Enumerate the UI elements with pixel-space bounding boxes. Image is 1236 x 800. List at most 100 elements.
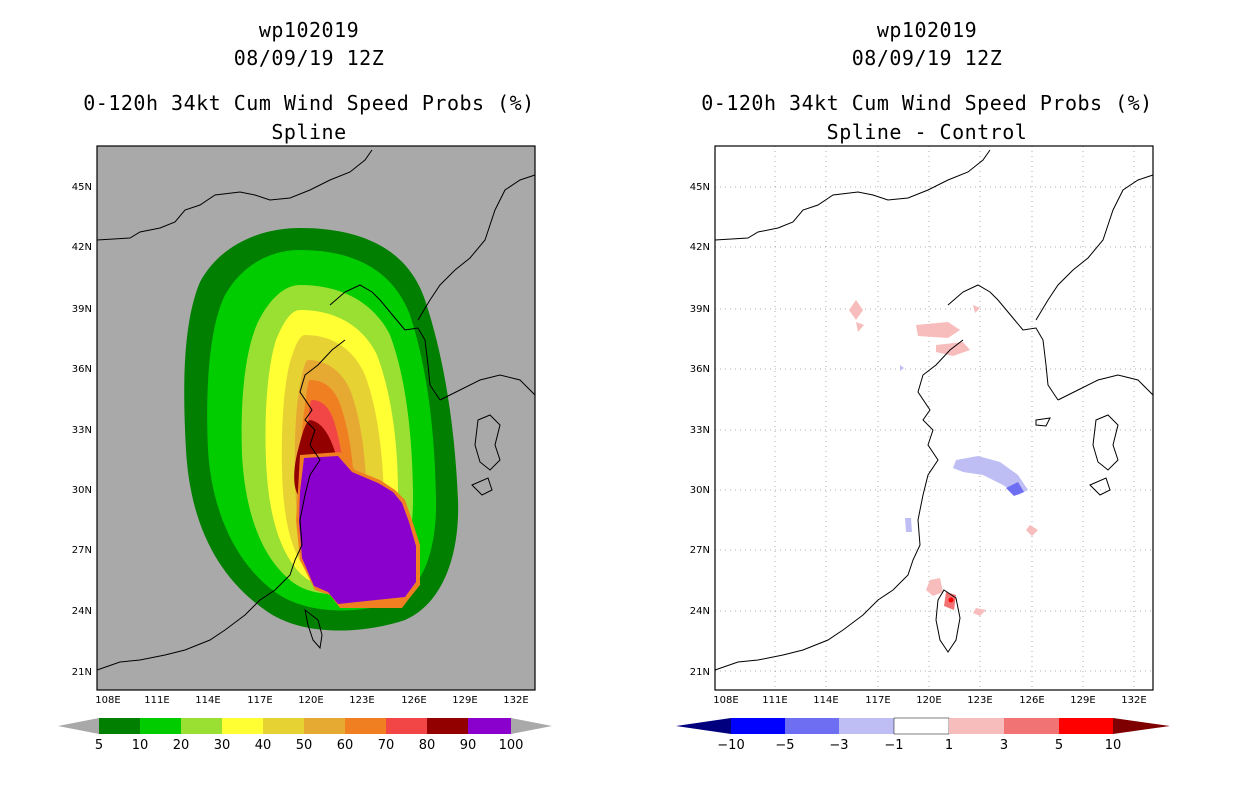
colorbar-label: −3 — [829, 738, 848, 753]
colorbar-label: 5 — [1055, 738, 1063, 753]
left-product-title: 0-120h 34kt Cum Wind Speed Probs (%) — [83, 91, 535, 115]
probability-contours — [184, 228, 459, 631]
right-storm-id: wp102019 — [876, 18, 978, 42]
lon-label: 120E — [916, 695, 941, 706]
left-map-frame — [96, 145, 536, 691]
lon-label: 123E — [967, 695, 992, 706]
colorbar-label: 3 — [1000, 738, 1008, 753]
colorbar-segment — [949, 718, 1004, 734]
lat-label: 30N — [690, 485, 710, 496]
lon-label: 114E — [195, 695, 220, 706]
left-panel: wp102019 08/09/19 12Z 0-120h 34kt Cum Wi… — [58, 18, 552, 753]
colorbar-segment — [468, 718, 511, 734]
colorbar-label: 10 — [1105, 738, 1122, 753]
colorbar-label: 10 — [132, 738, 149, 753]
right-map-frame — [714, 145, 1154, 691]
lat-label: 33N — [690, 425, 710, 436]
lon-label: 132E — [503, 695, 528, 706]
colorbar-segment — [839, 718, 894, 734]
lat-label: 45N — [72, 182, 92, 193]
colorbar-segment — [99, 718, 140, 734]
contour-100 — [299, 456, 416, 604]
colorbar-segment — [427, 718, 468, 734]
lat-label: 45N — [690, 182, 710, 193]
right-datetime: 08/09/19 12Z — [851, 46, 1003, 70]
right-panel: wp102019 08/09/19 12Z 0-120h 34kt Cum Wi… — [618, 0, 1236, 800]
right-lon-axis: 108E 111E 114E 117E 120E 123E 126E 129E … — [713, 695, 1146, 706]
left-lat-axis: 21N 24N 27N 30N 33N 36N 39N 42N 45N — [72, 182, 92, 678]
colorbar-label: 70 — [378, 738, 395, 753]
left-storm-id: wp102019 — [258, 18, 360, 42]
left-datetime: 08/09/19 12Z — [233, 46, 385, 70]
right-subtitle: Spline - Control — [826, 120, 1028, 144]
lat-label: 21N — [690, 667, 710, 678]
lon-label: 123E — [349, 695, 374, 706]
colorbar-segment — [893, 717, 950, 735]
lat-label: 27N — [72, 545, 92, 556]
lat-label: 39N — [690, 304, 710, 315]
colorbar-segment — [304, 718, 345, 734]
lat-label: 42N — [72, 242, 92, 253]
lat-label: 36N — [72, 364, 92, 375]
lon-label: 111E — [144, 695, 169, 706]
right-product-title: 0-120h 34kt Cum Wind Speed Probs (%) — [701, 91, 1153, 115]
colorbar-segment — [1059, 718, 1113, 734]
right-map-background — [715, 146, 1153, 690]
lon-label: 111E — [762, 695, 787, 706]
lat-label: 21N — [72, 667, 92, 678]
colorbar-segment — [181, 718, 222, 734]
gridlines — [715, 146, 1153, 690]
colorbar-segment — [785, 718, 839, 734]
lon-label: 108E — [95, 695, 120, 706]
colorbar-high-arrow — [1113, 718, 1170, 734]
lat-label: 36N — [690, 364, 710, 375]
difference-patches — [849, 300, 1038, 616]
lat-label: 33N — [72, 425, 92, 436]
lat-label: 24N — [72, 606, 92, 617]
colorbar-segment — [731, 718, 785, 734]
colorbar-segment — [345, 718, 386, 734]
lon-label: 132E — [1121, 695, 1146, 706]
lon-label: 126E — [401, 695, 426, 706]
colorbar-label: −10 — [717, 738, 744, 753]
colorbar-label: 90 — [460, 738, 477, 753]
right-map: 108E 111E 114E 117E 120E 123E 126E 129E … — [676, 145, 1170, 753]
lon-label: 129E — [452, 695, 477, 706]
colorbar-segment — [1004, 718, 1059, 734]
colorbar-label: 50 — [296, 738, 313, 753]
lat-label: 27N — [690, 545, 710, 556]
lat-label: 39N — [72, 304, 92, 315]
lon-label: 114E — [813, 695, 838, 706]
colorbar-label: 60 — [337, 738, 354, 753]
colorbar-label: 30 — [214, 738, 231, 753]
colorbar-label: 80 — [419, 738, 436, 753]
lon-label: 126E — [1019, 695, 1044, 706]
colorbar-segment — [263, 718, 304, 734]
lon-label: 117E — [865, 695, 890, 706]
coastlines — [714, 149, 1154, 671]
left-map: 108E 111E 114E 117E 120E 123E 126E 129E … — [58, 145, 552, 753]
colorbar-label: −5 — [775, 738, 794, 753]
lat-label: 24N — [690, 606, 710, 617]
colorbar-label: 5 — [95, 738, 103, 753]
right-lat-axis: 21N 24N 27N 30N 33N 36N 39N 42N 45N — [690, 182, 710, 678]
coastlines — [96, 149, 536, 671]
lon-label: 120E — [298, 695, 323, 706]
lat-label: 42N — [690, 242, 710, 253]
colorbar-low-arrow — [676, 718, 731, 734]
lat-label: 30N — [72, 485, 92, 496]
colorbar-segment — [140, 718, 181, 734]
right-colorbar: −10 −5 −3 −1 1 3 5 10 — [676, 717, 1170, 753]
colorbar-segment — [222, 718, 263, 734]
colorbar-label: 40 — [255, 738, 272, 753]
lon-label: 108E — [713, 695, 738, 706]
left-lon-axis: 108E 111E 114E 117E 120E 123E 126E 129E … — [95, 695, 528, 706]
colorbar-label: 100 — [499, 738, 524, 753]
colorbar-low-arrow — [58, 718, 99, 734]
lon-label: 117E — [247, 695, 272, 706]
colorbar-label: 1 — [945, 738, 953, 753]
lon-label: 129E — [1070, 695, 1095, 706]
colorbar-high-arrow — [511, 718, 552, 734]
colorbar-segment — [386, 718, 427, 734]
colorbar-label: 20 — [173, 738, 190, 753]
